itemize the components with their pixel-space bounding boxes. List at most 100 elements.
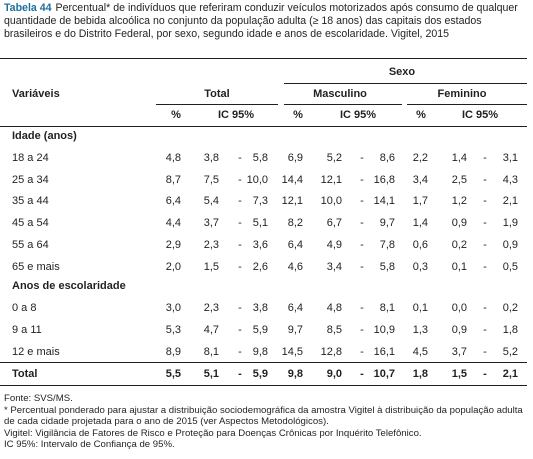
cell-value: 0,9 xyxy=(451,217,467,230)
cell-value: 8,9 xyxy=(165,345,181,358)
cell-value: 2,3 xyxy=(203,302,219,315)
cell-value: 8,1 xyxy=(203,345,219,358)
cell-value: 7,3 xyxy=(252,195,268,208)
cell-value: 5,5 xyxy=(165,368,181,380)
sub-header: IC 95% xyxy=(339,109,377,121)
ci-separator: - xyxy=(238,217,242,230)
cell-value: 5,1 xyxy=(203,368,219,380)
cell-value: 8,2 xyxy=(287,217,303,230)
cell-value: 5,8 xyxy=(252,152,268,164)
rule xyxy=(156,104,278,105)
cell-value: 9,0 xyxy=(326,368,342,380)
cell-value: 4,9 xyxy=(326,238,342,251)
sub-header: % xyxy=(293,109,303,121)
cell-value: 0,9 xyxy=(502,238,518,251)
cell-value: 10,0 xyxy=(246,173,268,186)
cell-value: 1,8 xyxy=(502,323,518,336)
cell-value: 4,6 xyxy=(287,260,303,273)
footnotes: Fonte: SVS/MS. * Percentual ponderado par… xyxy=(4,393,529,451)
ci-separator: - xyxy=(360,217,364,230)
ci-separator: - xyxy=(238,302,242,315)
cell-value: 6,4 xyxy=(287,302,303,315)
ci-separator: - xyxy=(360,260,364,273)
row-label: 35 a 44 xyxy=(12,195,49,208)
cell-value: 6,4 xyxy=(287,238,303,251)
sub-header: % xyxy=(416,109,426,121)
cell-value: 6,7 xyxy=(326,217,342,230)
ci-separator: - xyxy=(360,173,364,186)
cell-value: 0,3 xyxy=(412,260,428,273)
footnote: Vigitel: Vigilância de Fatores de Risco … xyxy=(4,427,422,439)
cell-value: 16,1 xyxy=(373,345,395,358)
cell-value: 5,2 xyxy=(326,152,342,164)
sub-header: IC 95% xyxy=(217,109,255,121)
cell-value: 2,1 xyxy=(502,195,518,208)
cell-value: 4,8 xyxy=(326,302,342,315)
ci-separator: - xyxy=(483,323,487,336)
rule xyxy=(284,104,402,105)
cell-value: 2,9 xyxy=(165,238,181,251)
cell-value: 1,7 xyxy=(412,195,428,208)
cell-value: 0,9 xyxy=(451,323,467,336)
cell-value: 5,4 xyxy=(203,195,219,208)
column-header: Feminino xyxy=(437,88,487,100)
group-header: Sexo xyxy=(388,66,416,78)
row-label: 0 a 8 xyxy=(12,302,37,315)
cell-value: 1,8 xyxy=(412,368,428,380)
cell-value: 4,4 xyxy=(165,217,181,230)
cell-value: 1,2 xyxy=(451,195,467,208)
cell-value: 9,7 xyxy=(287,323,303,336)
ci-separator: - xyxy=(483,260,487,273)
rule xyxy=(0,362,527,363)
cell-value: 3,4 xyxy=(326,260,342,273)
cell-value: 2,3 xyxy=(203,238,219,251)
cell-value: 2,1 xyxy=(502,368,518,380)
cell-value: 7,8 xyxy=(379,238,395,251)
ci-separator: - xyxy=(360,195,364,208)
ci-separator: - xyxy=(483,302,487,315)
column-header: Masculino xyxy=(313,88,367,100)
row-label: 65 e mais xyxy=(12,260,60,273)
ci-separator: - xyxy=(483,152,487,164)
cell-value: 3,6 xyxy=(252,238,268,251)
cell-value: 14,4 xyxy=(281,173,303,186)
cell-value: 1,4 xyxy=(412,217,428,230)
rule xyxy=(0,126,527,127)
ci-separator: - xyxy=(238,368,242,380)
cell-value: 16,8 xyxy=(373,173,395,186)
ci-separator: - xyxy=(238,152,242,164)
ci-separator: - xyxy=(238,173,242,186)
section-title: Anos de escolaridade xyxy=(12,280,126,293)
cell-value: 3,8 xyxy=(203,152,219,164)
cell-value: 1,9 xyxy=(502,217,518,230)
row-label: 25 a 34 xyxy=(12,173,49,186)
cell-value: 2,6 xyxy=(252,260,268,273)
rule xyxy=(0,385,527,386)
cell-value: 3,8 xyxy=(252,302,268,315)
cell-value: 2,5 xyxy=(451,173,467,186)
cell-value: 9,8 xyxy=(287,368,303,380)
cell-value: 0,0 xyxy=(451,302,467,315)
cell-value: 8,6 xyxy=(379,152,395,164)
cell-value: 9,8 xyxy=(252,345,268,358)
ci-separator: - xyxy=(238,260,242,273)
cell-value: 14,5 xyxy=(281,345,303,358)
row-label: 55 a 64 xyxy=(12,238,49,251)
footnote: IC 95%: Intervalo de Confiança de 95%. xyxy=(4,439,175,450)
cell-value: 5,2 xyxy=(502,345,518,358)
cell-value: 12,8 xyxy=(320,345,342,358)
ci-separator: - xyxy=(483,238,487,251)
ci-separator: - xyxy=(483,217,487,230)
cell-value: 1,4 xyxy=(451,152,467,164)
cell-value: 8,1 xyxy=(379,302,395,315)
ci-separator: - xyxy=(483,345,487,358)
cell-value: 4,3 xyxy=(502,173,518,186)
cell-value: 4,5 xyxy=(412,345,428,358)
row-label: 45 a 54 xyxy=(12,217,49,230)
ci-separator: - xyxy=(360,345,364,358)
ci-separator: - xyxy=(483,195,487,208)
cell-value: 2,2 xyxy=(412,152,428,164)
rule xyxy=(0,58,527,59)
section-title: Idade (anos) xyxy=(12,130,77,142)
cell-value: 9,7 xyxy=(379,217,395,230)
